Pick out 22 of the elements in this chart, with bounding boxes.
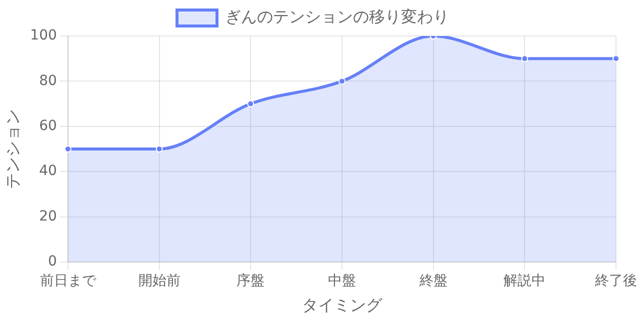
point <box>64 146 72 152</box>
y-tick-label: 40 <box>39 163 57 180</box>
point <box>521 55 528 62</box>
x-tick-label: 前日まで <box>40 273 97 290</box>
y-tick-label: 0 <box>48 254 57 270</box>
y-tick-label: 100 <box>30 28 57 44</box>
x-tick-label: 開始前 <box>138 273 180 290</box>
x-tick-label: 終了後 <box>594 273 637 290</box>
point <box>338 78 346 85</box>
x-tick-label: 序盤 <box>236 273 265 290</box>
y-tick-label: 20 <box>39 208 57 224</box>
y-tick-label: 80 <box>39 72 57 89</box>
point <box>156 146 163 152</box>
x-tick-label: 終盤 <box>418 273 448 290</box>
y-axis-title: テンション <box>2 109 22 189</box>
point <box>247 100 254 108</box>
legend-label: ぎんのテンションの移り変わり <box>225 7 449 26</box>
x-tick-label: 解説中 <box>504 273 546 290</box>
x-tick-label: 中盤 <box>328 273 356 290</box>
y-tick-label: 60 <box>39 118 57 134</box>
x-axis-title: タイミング <box>302 296 383 315</box>
point <box>612 55 620 62</box>
